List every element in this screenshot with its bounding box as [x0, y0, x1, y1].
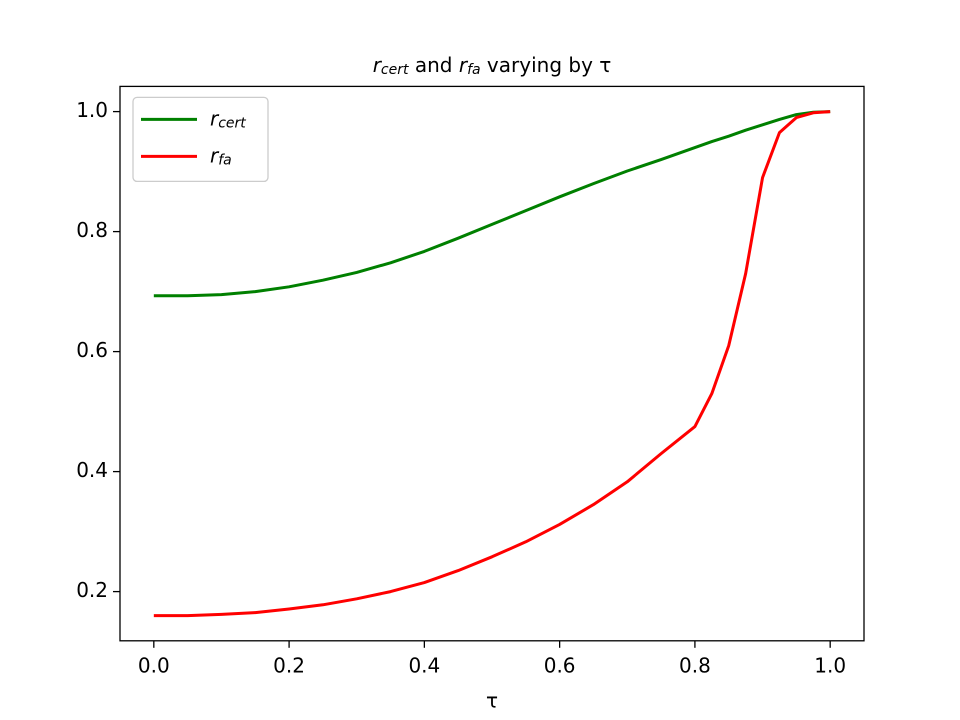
x-tick-label: 0.4	[408, 653, 440, 677]
y-tick-label: 1.0	[76, 98, 108, 122]
chart-title: rcert and rfa varying by τ	[373, 53, 612, 78]
text-segment: fa	[218, 152, 232, 168]
text-segment: and	[408, 53, 458, 77]
text-segment: fa	[467, 62, 481, 78]
legend-label: rcert	[210, 106, 246, 131]
legend-label: rfa	[210, 143, 232, 168]
x-tick-label: 0.6	[544, 653, 576, 677]
y-tick-label: 0.6	[76, 338, 108, 362]
y-tick-label: 0.2	[76, 578, 108, 602]
data-line	[153, 110, 831, 618]
text-segment: r	[210, 106, 220, 130]
x-tick-label: 0.8	[679, 653, 711, 677]
text-segment: r	[373, 53, 383, 77]
x-tick-label: 1.0	[814, 653, 846, 677]
x-axis-label: τ	[486, 689, 498, 713]
legend-box	[132, 96, 269, 183]
text-segment: r	[210, 143, 220, 167]
text-segment: varying by τ	[481, 53, 612, 77]
text-segment: r	[459, 53, 469, 77]
x-tick-label: 0.2	[273, 653, 305, 677]
data-line	[153, 110, 831, 298]
axes-frame	[119, 85, 865, 642]
text-segment: cert	[218, 115, 246, 131]
y-tick-label: 0.4	[76, 458, 108, 482]
x-tick-label: 0.0	[138, 653, 170, 677]
y-tick-label: 0.8	[76, 218, 108, 242]
text-segment: cert	[381, 62, 409, 78]
